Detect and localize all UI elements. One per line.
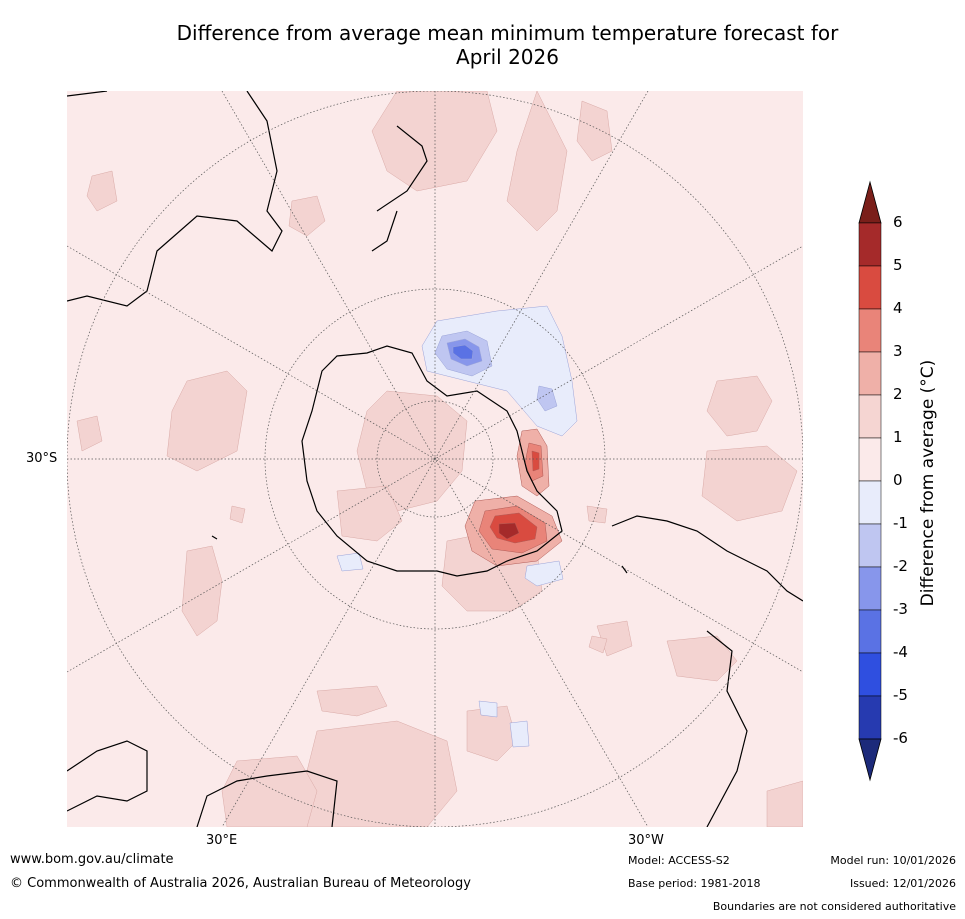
colorbar-tick-label: -5 (893, 686, 908, 704)
longitude-label-30e: 30°E (206, 833, 238, 848)
model-run-text: Model run: 10/01/2026 (830, 854, 956, 867)
cool-anomaly (336, 305, 578, 748)
map-title: Difference from average mean minimum tem… (60, 21, 955, 69)
colorbar-cell (858, 265, 882, 310)
colorbar-tick-label: 4 (893, 299, 903, 317)
colorbar-cell (858, 222, 882, 267)
colorbar-tick-label: 0 (893, 471, 903, 489)
colorbar-tick-label: 1 (893, 428, 903, 446)
colorbar-tick-label: -4 (893, 643, 908, 661)
copyright-text: © Commonwealth of Australia 2026, Austra… (10, 876, 471, 891)
colorbar (858, 180, 882, 782)
base-period-text: Base period: 1981-2018 (628, 877, 761, 890)
website-text: www.bom.gov.au/climate (10, 852, 174, 867)
polar-map (67, 91, 803, 827)
graticule (67, 91, 803, 827)
map-title-line1: Difference from average mean minimum tem… (176, 21, 839, 45)
colorbar-cell (858, 480, 882, 525)
colorbar-cell (858, 523, 882, 568)
longitude-label-30w: 30°W (628, 833, 664, 848)
colorbar-tick-label: 6 (893, 213, 903, 231)
warm-anomaly-core (464, 428, 563, 567)
colorbar-label: Difference from average (°C) (918, 359, 938, 607)
colorbar-tick-label: -3 (893, 600, 908, 618)
disclaimer-text: Boundaries are not considered authoritat… (712, 900, 956, 913)
colorbar-over-triangle (858, 180, 882, 224)
colorbar-cell (858, 351, 882, 396)
issued-text: Issued: 12/01/2026 (849, 877, 956, 890)
colorbar-cell (858, 609, 882, 654)
colorbar-under-triangle (858, 738, 882, 782)
colorbar-tick-label: 5 (893, 256, 903, 274)
colorbar-cell (858, 308, 882, 353)
colorbar-tick-label: 3 (893, 342, 903, 360)
colorbar-tick-label: -1 (893, 514, 908, 532)
colorbar-cell (858, 394, 882, 439)
map-title-line2: April 2026 (456, 45, 559, 69)
coastlines (67, 91, 803, 827)
colorbar-cell (858, 566, 882, 611)
colorbar-tick-label: -6 (893, 729, 908, 747)
colorbar-tick-label: 2 (893, 385, 903, 403)
latitude-label-30s: 30°S (26, 451, 58, 466)
colorbar-cell (858, 695, 882, 740)
colorbar-cell (858, 652, 882, 697)
model-text: Model: ACCESS-S2 (628, 854, 730, 867)
colorbar-cell (858, 437, 882, 482)
colorbar-tick-label: -2 (893, 557, 908, 575)
